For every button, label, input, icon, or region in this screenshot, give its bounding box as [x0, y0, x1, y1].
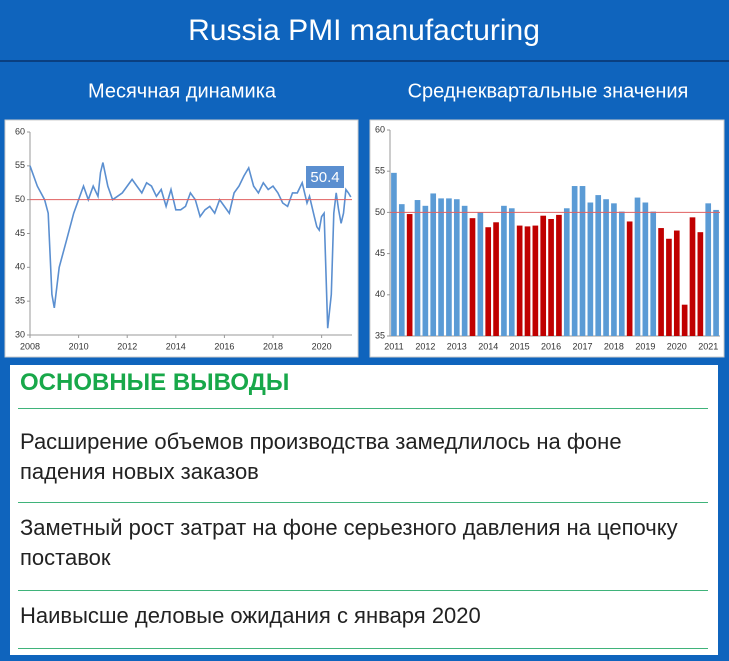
x-tick-label: 2014 — [478, 341, 498, 351]
charts: Russia PMI manufacturing Месячная динами… — [0, 14, 729, 358]
bar — [571, 186, 578, 336]
x-tick-label: 2012 — [415, 341, 435, 351]
bar — [634, 197, 641, 336]
x-tick-label: 2019 — [635, 341, 655, 351]
separator — [18, 648, 708, 649]
x-tick-label: 2010 — [69, 341, 89, 351]
x-tick-label: 2020 — [312, 341, 332, 351]
bar — [493, 222, 499, 336]
separator — [18, 590, 708, 591]
x-tick-label: 2020 — [667, 341, 687, 351]
x-tick-label: 2018 — [604, 341, 624, 351]
bar — [673, 230, 680, 336]
chart-frame — [369, 119, 725, 358]
bar — [398, 204, 405, 336]
bar — [461, 205, 468, 336]
bar — [532, 225, 539, 336]
bar — [697, 232, 704, 336]
bar — [508, 208, 515, 336]
x-tick-label: 2012 — [117, 341, 137, 351]
y-tick-label: 40 — [15, 262, 25, 272]
y-tick-label: 50 — [15, 194, 25, 204]
conclusion: Заметный рост затрат на фоне серьезного … — [20, 515, 678, 570]
bar — [689, 217, 696, 336]
x-tick-label: 2008 — [20, 341, 40, 351]
bar — [626, 221, 633, 336]
bar — [524, 226, 531, 336]
line — [29, 162, 352, 329]
separator — [18, 408, 708, 409]
conclusion: Расширение объемов производства замедлил… — [20, 429, 622, 484]
y-tick-label: 50 — [375, 207, 385, 217]
bar — [414, 200, 421, 336]
bar — [540, 215, 547, 336]
heading: ОСНОВНЫЕ ВЫВОДЫ — [20, 369, 290, 396]
x-tick-label: 2014 — [166, 341, 186, 351]
bar — [666, 238, 672, 336]
bar — [406, 214, 413, 336]
bar — [611, 203, 617, 336]
separator — [18, 502, 708, 503]
conclusion: Наивысше деловые ожидания с января 2020 — [20, 603, 481, 628]
y-tick-label: 35 — [15, 296, 25, 306]
bar — [485, 227, 492, 336]
chart-frame — [4, 119, 359, 358]
bar — [469, 218, 476, 336]
y-tick-label: 40 — [375, 289, 385, 299]
bar — [422, 205, 429, 336]
y-tick-label: 45 — [15, 228, 25, 238]
subtitle: Месячная динамика — [88, 80, 277, 102]
y-tick-label: 45 — [375, 248, 385, 258]
bar — [650, 211, 657, 336]
bar — [587, 202, 594, 336]
x-tick-label: 2016 — [214, 341, 234, 351]
bar — [516, 225, 523, 336]
bar — [430, 193, 437, 336]
y-tick-label: 60 — [375, 124, 385, 134]
y-tick-label: 30 — [15, 329, 25, 339]
bar — [548, 218, 554, 336]
x-tick-label: 2015 — [510, 341, 530, 351]
y-tick-label: 55 — [375, 166, 385, 176]
bar — [713, 209, 719, 336]
bar — [556, 214, 562, 336]
x-tick-label: 2016 — [541, 341, 561, 351]
x-tick-label: 2013 — [447, 341, 467, 351]
bar — [618, 211, 625, 336]
x-tick-label: 2017 — [572, 341, 592, 351]
bar — [579, 186, 586, 336]
bar — [501, 205, 507, 336]
bar — [477, 212, 484, 336]
bar — [446, 198, 452, 336]
x-tick-label: 2021 — [698, 341, 718, 351]
bar — [658, 228, 664, 336]
conclusions: ОСНОВНЫЕ ВЫВОДЫ Расширение объемов произ… — [10, 365, 718, 655]
bar — [595, 195, 602, 336]
bar — [642, 202, 649, 336]
x-tick-label: 2011 — [384, 341, 403, 351]
bar — [603, 199, 609, 336]
bar — [681, 304, 688, 336]
title: Russia PMI manufacturing — [188, 14, 540, 47]
y-tick-label: 35 — [375, 330, 385, 340]
bar — [391, 172, 397, 336]
bar — [438, 198, 444, 336]
subtitle: Среднеквартальные значения — [408, 80, 689, 102]
y-tick-label: 60 — [15, 126, 25, 136]
x-tick-label: 2018 — [263, 341, 283, 351]
annotation-box — [306, 166, 344, 188]
bar — [563, 208, 570, 336]
bar — [453, 199, 460, 336]
y-tick-label: 55 — [15, 160, 25, 170]
bar — [705, 203, 712, 336]
annotation: 50.4 — [310, 169, 339, 186]
